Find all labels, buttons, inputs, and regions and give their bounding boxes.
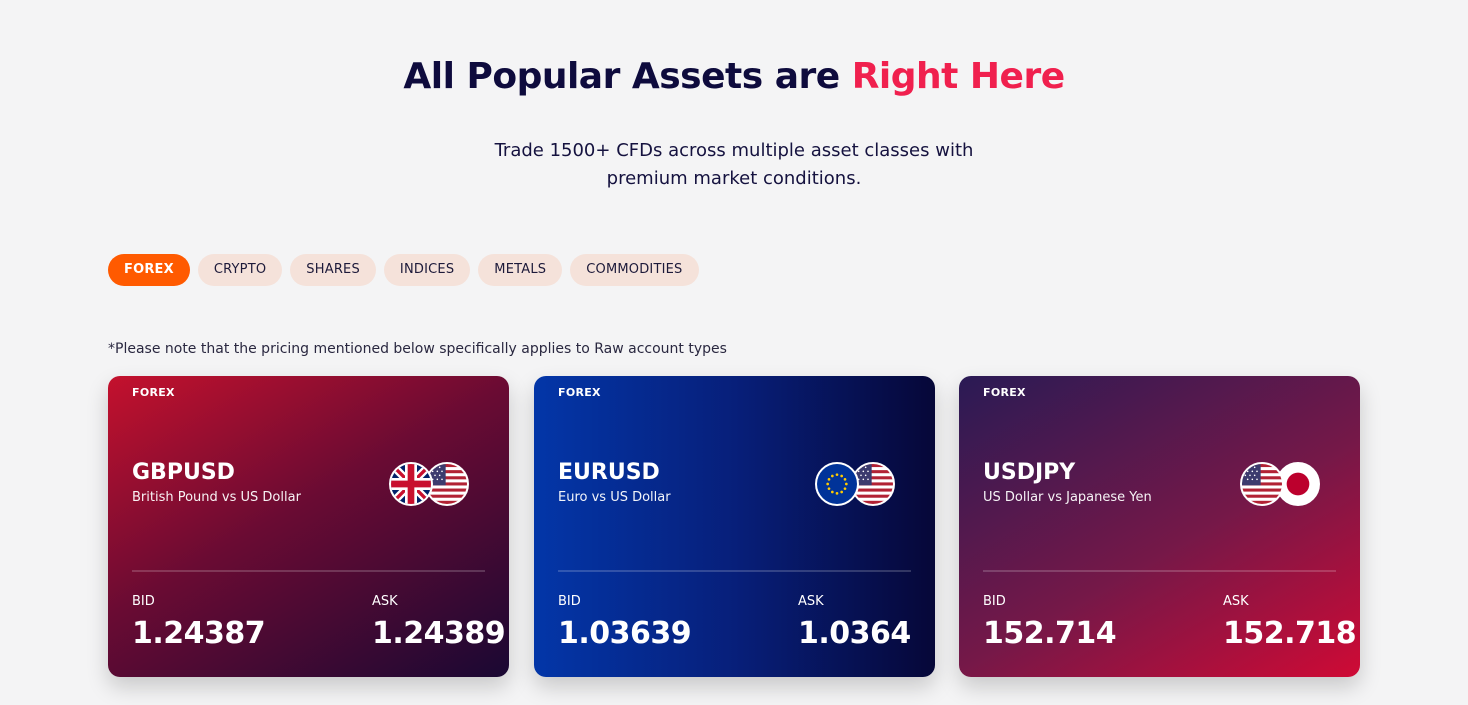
section-subtitle: Trade 1500+ CFDs across multiple asset c…	[484, 137, 984, 193]
card-pair-description: US Dollar vs Japanese Yen	[983, 490, 1152, 505]
tab-metals[interactable]: METALS	[478, 254, 563, 286]
bid-label: BID	[558, 594, 581, 609]
ask-value: 1.24389	[372, 616, 506, 651]
card-pair-symbol: USDJPY	[983, 460, 1076, 485]
tab-crypto[interactable]: CRYPTO	[197, 254, 283, 286]
card-pair-description: Euro vs US Dollar	[558, 490, 671, 505]
section-title-main: All Popular Assets are	[403, 56, 840, 97]
bid-value: 1.03639	[558, 616, 692, 651]
card-flags	[389, 462, 475, 508]
asset-class-tabs: FOREX CRYPTO SHARES INDICES METALS COMMO…	[108, 254, 699, 286]
ask-value: 1.0364	[798, 616, 911, 651]
tab-commodities[interactable]: COMMODITIES	[570, 254, 699, 286]
asset-card-eurusd[interactable]: FOREX EURUSD Euro vs US Dollar BID 1.036…	[534, 376, 935, 677]
ask-label: ASK	[1223, 594, 1249, 609]
subtitle-line-1: Trade 1500+ CFDs across multiple asset c…	[494, 140, 974, 161]
tab-shares[interactable]: SHARES	[290, 254, 376, 286]
card-flags	[815, 462, 901, 508]
card-flags	[1240, 462, 1326, 508]
card-divider	[983, 570, 1336, 572]
uk-flag-icon	[389, 462, 433, 506]
card-pair-symbol: EURUSD	[558, 460, 660, 485]
pricing-note: *Please note that the pricing mentioned …	[108, 341, 727, 357]
asset-card-gbpusd[interactable]: FOREX GBPUSD British Pound vs US Dollar …	[108, 376, 509, 677]
tab-forex[interactable]: FOREX	[108, 254, 190, 286]
asset-card-usdjpy[interactable]: FOREX USDJPY US Dollar vs Japanese Yen B…	[959, 376, 1360, 677]
bid-value: 152.714	[983, 616, 1117, 651]
subtitle-line-2: premium market conditions.	[606, 168, 862, 189]
tab-indices[interactable]: INDICES	[383, 254, 471, 286]
bid-label: BID	[983, 594, 1006, 609]
card-category: FOREX	[983, 386, 1026, 399]
card-divider	[558, 570, 911, 572]
card-pair-symbol: GBPUSD	[132, 460, 235, 485]
ask-label: ASK	[798, 594, 824, 609]
card-divider	[132, 570, 485, 572]
bid-value: 1.24387	[132, 616, 266, 651]
card-category: FOREX	[558, 386, 601, 399]
ask-label: ASK	[372, 594, 398, 609]
bid-label: BID	[132, 594, 155, 609]
us-flag-icon	[1240, 462, 1284, 506]
ask-value: 152.718	[1223, 616, 1357, 651]
eu-flag-icon	[815, 462, 859, 506]
section-title: All Popular Assets are Right Here	[0, 56, 1468, 97]
card-category: FOREX	[132, 386, 175, 399]
card-pair-description: British Pound vs US Dollar	[132, 490, 301, 505]
section-title-accent: Right Here	[851, 56, 1065, 97]
